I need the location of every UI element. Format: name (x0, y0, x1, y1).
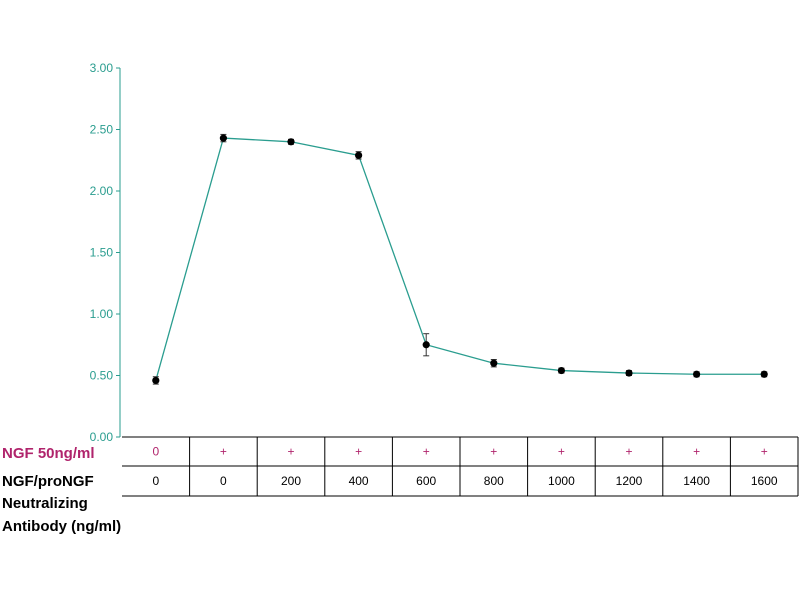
data-point (693, 370, 701, 378)
ngf-cell: + (693, 445, 700, 459)
ngf-row-label: NGF 50ng/ml (2, 445, 95, 462)
antibody-cell: 0 (152, 474, 159, 488)
series-layer (152, 133, 768, 385)
ngf-cell: 0 (152, 445, 159, 459)
antibody-row-label-line-2: Neutralizing (2, 495, 88, 512)
series-line (155, 137, 765, 381)
data-point (355, 151, 363, 159)
data-point (625, 369, 633, 377)
ngf-cell: + (220, 445, 227, 459)
y-axis: 0.00 0.50 1.00 1.50 2.00 2.50 3.00 (90, 61, 121, 444)
data-point (760, 370, 768, 378)
ngf-cell: + (423, 445, 430, 459)
ngf-cell: + (490, 445, 497, 459)
antibody-cell: 1000 (548, 474, 575, 488)
data-point (557, 366, 566, 375)
y-tick-label: 2.00 (90, 184, 114, 198)
y-tick-label: 1.50 (90, 246, 114, 260)
y-tick-label: 0.00 (90, 430, 114, 444)
antibody-row-label-line-3: Antibody (ng/ml) (2, 518, 121, 535)
antibody-row-label-line-1: NGF/proNGF (2, 473, 94, 490)
ngf-cell: + (625, 445, 632, 459)
data-point (422, 341, 430, 349)
ngf-cell: + (761, 445, 768, 459)
antibody-cell: 1600 (751, 474, 778, 488)
antibody-cell: 600 (416, 474, 436, 488)
ngf-cell: + (287, 445, 294, 459)
antibody-cell: 1200 (616, 474, 643, 488)
y-tick-label: 3.00 (90, 61, 114, 75)
ngf-cell: + (355, 445, 362, 459)
condition-table: 0 + + + + + + + + +0 0 200 400 600 800 1000 1200 1400 1600 (122, 436, 799, 497)
row-labels: NGF 50ng/ml NGF/proNGF Neutralizing Anti… (2, 445, 121, 535)
data-point (152, 376, 160, 385)
data-point (287, 138, 295, 146)
data-point (490, 359, 498, 367)
antibody-cell: 0 (220, 474, 227, 488)
antibody-cell: 1400 (683, 474, 710, 488)
y-tick-label: 2.50 (90, 123, 114, 137)
antibody-cell: 200 (281, 474, 301, 488)
ngf-cell: + (558, 445, 565, 459)
y-tick-label: 0.50 (90, 369, 114, 383)
y-tick-label: 1.00 (90, 307, 114, 321)
antibody-cell: 400 (349, 474, 369, 488)
antibody-cell: 800 (484, 474, 504, 488)
data-point (219, 134, 227, 142)
